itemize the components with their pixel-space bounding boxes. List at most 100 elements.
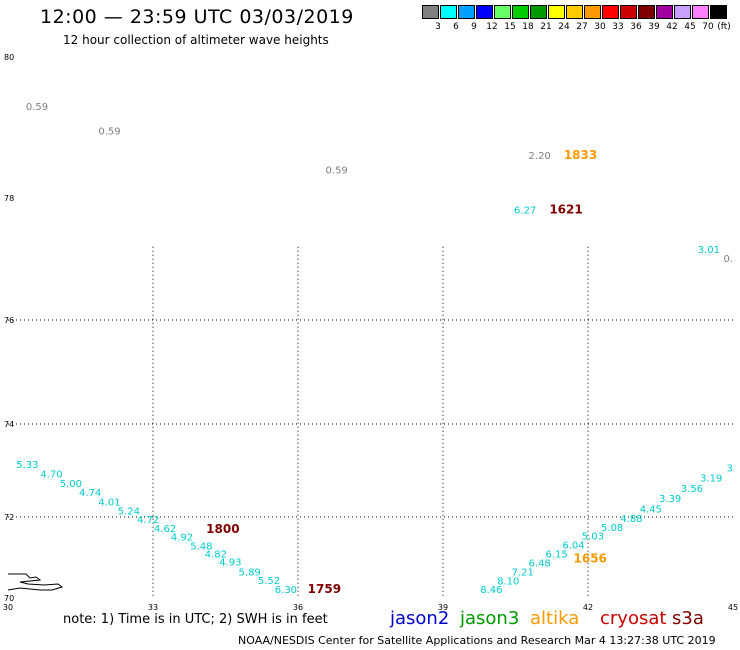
longitude-label: 33 <box>148 603 158 612</box>
legend-swatch <box>458 5 475 19</box>
legend-swatch <box>494 5 511 19</box>
legend-swatch <box>530 5 547 19</box>
wave-height-value: 3.01 <box>698 245 720 256</box>
legend-label: 39 <box>648 22 660 32</box>
legend-label: 15 <box>504 22 516 32</box>
latitude-label: 72 <box>4 513 14 522</box>
pass-time-label: 1759 <box>308 582 341 596</box>
longitude-label: 39 <box>438 603 448 612</box>
legend-swatch <box>674 5 691 19</box>
wave-height-value: 0. <box>723 254 733 265</box>
pass-time-label: 1833 <box>564 148 597 162</box>
legend-label: 33 <box>612 22 624 32</box>
pass-time-label: 1656 <box>574 551 607 565</box>
wave-height-value: 4.70 <box>40 469 62 480</box>
legend-swatch <box>584 5 601 19</box>
latitude-label: 78 <box>4 194 14 203</box>
longitude-label: 30 <box>3 603 13 612</box>
wave-height-value: 6.48 <box>529 558 551 569</box>
legend-label: 9 <box>471 22 477 32</box>
latitude-label: 80 <box>4 53 14 62</box>
wave-height-value: 3.19 <box>700 474 722 485</box>
wave-height-value: 4.45 <box>640 504 662 515</box>
wave-height-value: 6.27 <box>514 205 536 216</box>
wave-height-value: 4.01 <box>98 497 120 508</box>
wave-height-value: 6.30 <box>275 585 297 596</box>
wave-height-value: 5.03 <box>582 532 604 543</box>
wave-height-value: 5.48 <box>190 541 212 552</box>
legend-unit: (ft) <box>717 22 731 32</box>
latitude-label: 74 <box>4 420 14 429</box>
legend-label: 21 <box>540 22 552 32</box>
wave-height-value: 2.20 <box>529 151 551 162</box>
wave-height-values: 0.590.590.592.206.273.010.5.334.705.004.… <box>16 102 733 596</box>
pass-time-label: 1621 <box>549 202 582 216</box>
legend-swatch <box>620 5 637 19</box>
pass-time-labels: 1833 1621 1800 1759 1656 <box>206 148 607 596</box>
wave-height-value: 4.88 <box>620 514 642 525</box>
wave-height-value: 4.92 <box>171 532 193 543</box>
wave-height-value: 3 <box>727 463 733 474</box>
legend-swatch <box>548 5 565 19</box>
legend-label: 36 <box>630 22 642 32</box>
wave-height-value: 8.46 <box>480 585 502 596</box>
legend-label: 70 <box>702 22 714 32</box>
latitude-label: 76 <box>4 316 14 325</box>
legend-swatch <box>710 5 727 19</box>
map-title: 12:00 — 23:59 UTC 03/03/2019 <box>40 6 354 28</box>
map-subtitle: 12 hour collection of altimeter wave hei… <box>63 33 329 47</box>
satellite-name: cryosat <box>600 608 667 629</box>
wave-height-value: 4.62 <box>154 524 176 535</box>
wave-height-value: 3.39 <box>659 494 681 505</box>
wave-height-value: 5.33 <box>16 460 38 471</box>
legend-swatch <box>638 5 655 19</box>
wave-height-value: 4.93 <box>219 558 241 569</box>
wave-height-value: 4.82 <box>205 550 227 561</box>
legend-swatch <box>566 5 583 19</box>
satellite-name: jason2 <box>390 608 450 629</box>
graticule <box>8 246 733 598</box>
wave-height-value: 4.74 <box>79 488 101 499</box>
legend-label: 12 <box>486 22 498 32</box>
satellite-name: altika <box>530 608 580 629</box>
wave-height-value: 8.10 <box>497 577 519 588</box>
latitude-label: 70 <box>4 594 14 603</box>
wave-height-value: 3.56 <box>681 484 703 495</box>
legend-swatch <box>440 5 457 19</box>
legend-label: 6 <box>453 22 459 32</box>
wave-height-value: 5.08 <box>601 523 623 534</box>
longitude-label: 36 <box>293 603 303 612</box>
legend-label: 27 <box>576 22 588 32</box>
credit-line: NOAA/NESDIS Center for Satellite Applica… <box>238 634 716 647</box>
wave-height-value: 5.52 <box>258 576 280 587</box>
satellite-name: s3a <box>672 608 704 629</box>
longitude-label: 45 <box>728 603 738 612</box>
legend-swatch <box>422 5 439 19</box>
pass-time-label: 1800 <box>206 522 239 536</box>
wave-height-value: 5.00 <box>60 479 82 490</box>
wave-height-value: 0.59 <box>26 102 48 113</box>
legend-swatch <box>656 5 673 19</box>
legend-label: 30 <box>594 22 606 32</box>
wave-height-value: 0.59 <box>326 165 348 176</box>
wave-height-value: 6.15 <box>545 550 567 561</box>
legend-label: 3 <box>435 22 441 32</box>
wave-height-value: 0.59 <box>98 127 120 138</box>
footnote: note: 1) Time is in UTC; 2) SWH is in fe… <box>63 612 328 627</box>
legend-swatch <box>476 5 493 19</box>
legend-swatch <box>512 5 529 19</box>
longitude-label: 42 <box>583 603 593 612</box>
wave-height-value: 5.24 <box>118 507 140 518</box>
legend-label: 24 <box>558 22 570 32</box>
legend-label: 18 <box>522 22 534 32</box>
wave-height-value: 4.72 <box>137 515 159 526</box>
legend-swatch <box>692 5 709 19</box>
wave-height-value: 7.21 <box>512 568 534 579</box>
legend-label: 42 <box>666 22 678 32</box>
legend-swatch <box>602 5 619 19</box>
wave-height-value: 6.04 <box>562 541 584 552</box>
legend-label: 45 <box>684 22 696 32</box>
land-outline <box>7 573 64 591</box>
